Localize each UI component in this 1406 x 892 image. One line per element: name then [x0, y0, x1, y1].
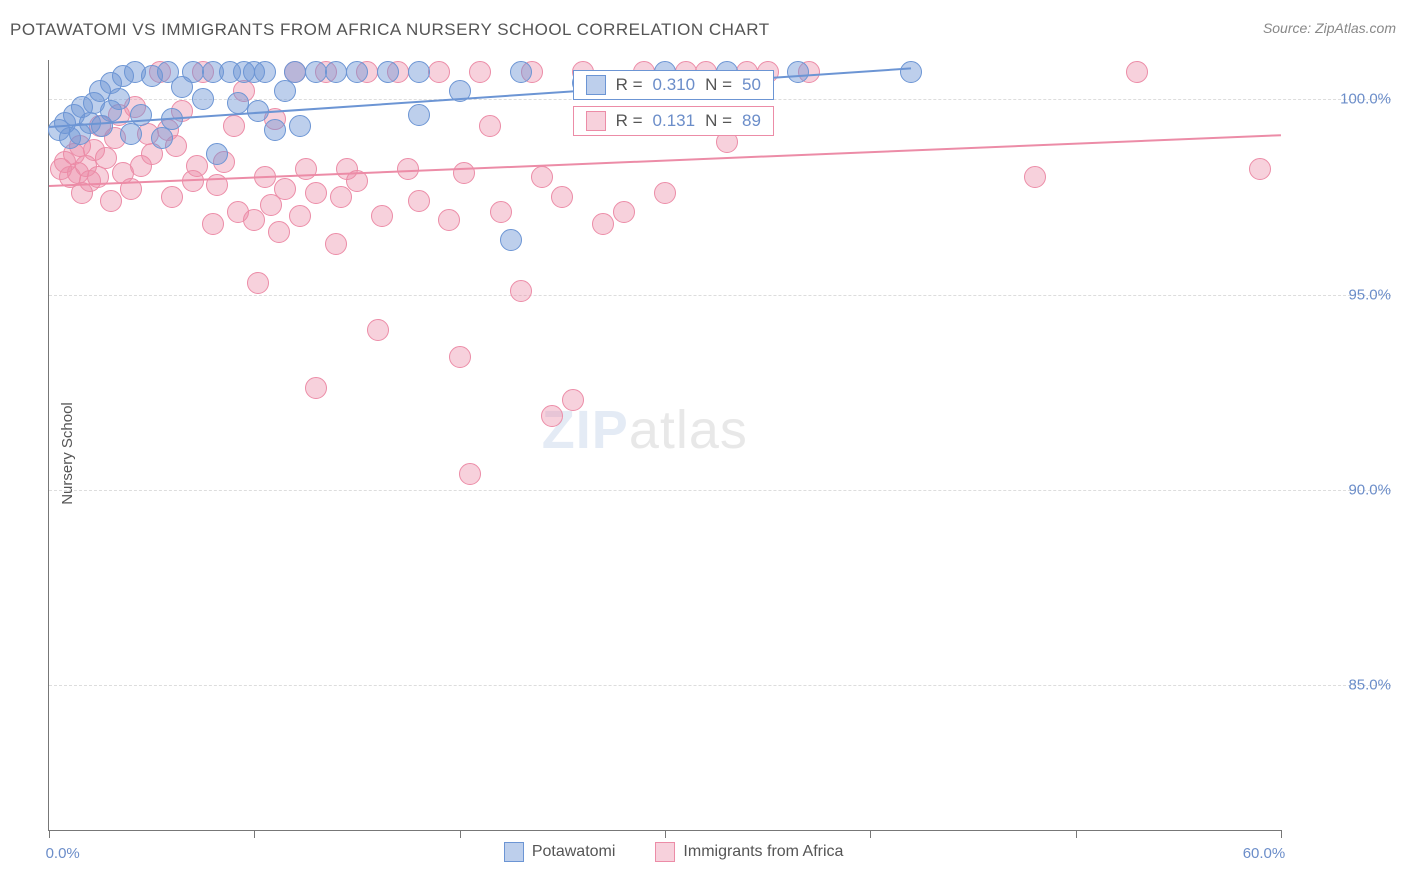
data-point-a — [151, 127, 173, 149]
x-tick-label: 60.0% — [1243, 845, 1286, 862]
data-point-b — [161, 186, 183, 208]
gridline — [49, 295, 1391, 296]
plot-area: ZIPatlas 85.0%90.0%95.0%100.0%0.0%60.0%R… — [48, 60, 1281, 831]
stat-r-label: R = — [616, 111, 643, 131]
data-point-b — [325, 233, 347, 255]
gridline — [49, 490, 1391, 491]
data-point-b — [268, 221, 290, 243]
y-axis-title: Nursery School — [59, 402, 76, 505]
data-point-b — [1126, 61, 1148, 83]
legend: Potawatomi Immigrants from Africa — [504, 842, 844, 862]
data-point-b — [371, 205, 393, 227]
data-point-a — [130, 104, 152, 126]
data-point-b — [202, 213, 224, 235]
data-point-a — [500, 229, 522, 251]
data-point-b — [551, 186, 573, 208]
data-point-b — [305, 182, 327, 204]
data-point-a — [274, 80, 296, 102]
data-point-b — [289, 205, 311, 227]
data-point-a — [900, 61, 922, 83]
stat-n-label: N = — [705, 111, 732, 131]
data-point-a — [787, 61, 809, 83]
legend-swatch-a — [504, 842, 524, 862]
data-point-b — [613, 201, 635, 223]
data-point-b — [186, 155, 208, 177]
y-tick-label: 95.0% — [1291, 286, 1391, 303]
data-point-a — [377, 61, 399, 83]
x-tick — [870, 830, 871, 838]
data-point-a — [510, 61, 532, 83]
data-point-b — [247, 272, 269, 294]
data-point-b — [531, 166, 553, 188]
data-point-a — [408, 104, 430, 126]
data-point-a — [264, 119, 286, 141]
data-point-b — [438, 209, 460, 231]
data-point-b — [367, 319, 389, 341]
chart-title: POTAWATOMI VS IMMIGRANTS FROM AFRICA NUR… — [10, 20, 770, 39]
data-point-a — [284, 61, 306, 83]
stat-r-value-b: 0.131 — [653, 111, 696, 131]
data-point-b — [1024, 166, 1046, 188]
y-tick-label: 85.0% — [1291, 677, 1391, 694]
data-point-b — [100, 190, 122, 212]
data-point-a — [408, 61, 430, 83]
x-tick — [254, 830, 255, 838]
data-point-b — [654, 182, 676, 204]
data-point-b — [274, 178, 296, 200]
data-point-a — [254, 61, 276, 83]
y-tick-label: 100.0% — [1291, 91, 1391, 108]
legend-label-b: Immigrants from Africa — [683, 843, 843, 861]
data-point-b — [562, 389, 584, 411]
data-point-b — [479, 115, 501, 137]
data-point-b — [449, 346, 471, 368]
data-point-b — [428, 61, 450, 83]
data-point-b — [469, 61, 491, 83]
data-point-b — [330, 186, 352, 208]
stat-box-b: R = 0.131 N = 89 — [573, 106, 774, 136]
data-point-b — [305, 377, 327, 399]
data-point-a — [120, 123, 142, 145]
x-tick — [665, 830, 666, 838]
data-point-b — [541, 405, 563, 427]
source-attribution: Source: ZipAtlas.com — [1263, 20, 1396, 36]
data-point-b — [1249, 158, 1271, 180]
data-point-a — [192, 88, 214, 110]
stat-swatch-a — [586, 75, 606, 95]
stat-swatch-b — [586, 111, 606, 131]
legend-item-a: Potawatomi — [504, 842, 616, 862]
stat-n-value-b: 89 — [742, 111, 761, 131]
data-point-b — [453, 162, 475, 184]
gridline — [49, 685, 1391, 686]
stat-n-label: N = — [705, 75, 732, 95]
stat-r-value-a: 0.310 — [653, 75, 696, 95]
data-point-a — [346, 61, 368, 83]
data-point-b — [592, 213, 614, 235]
data-point-b — [408, 190, 430, 212]
y-tick-label: 90.0% — [1291, 481, 1391, 498]
data-point-a — [108, 88, 130, 110]
x-tick-label: 0.0% — [46, 845, 80, 862]
stat-n-value-a: 50 — [742, 75, 761, 95]
data-point-b — [223, 115, 245, 137]
x-tick — [460, 830, 461, 838]
x-tick — [49, 830, 50, 838]
x-tick — [1281, 830, 1282, 838]
data-point-b — [295, 158, 317, 180]
legend-label-a: Potawatomi — [532, 843, 616, 861]
data-point-a — [206, 143, 228, 165]
data-point-b — [243, 209, 265, 231]
data-point-a — [289, 115, 311, 137]
legend-item-b: Immigrants from Africa — [655, 842, 843, 862]
stat-box-a: R = 0.310 N = 50 — [573, 70, 774, 100]
data-point-b — [459, 463, 481, 485]
data-point-a — [305, 61, 327, 83]
legend-swatch-b — [655, 842, 675, 862]
data-point-a — [325, 61, 347, 83]
data-point-b — [490, 201, 512, 223]
x-tick — [1076, 830, 1077, 838]
data-point-a — [182, 61, 204, 83]
data-point-b — [510, 280, 532, 302]
stat-r-label: R = — [616, 75, 643, 95]
data-point-a — [227, 92, 249, 114]
